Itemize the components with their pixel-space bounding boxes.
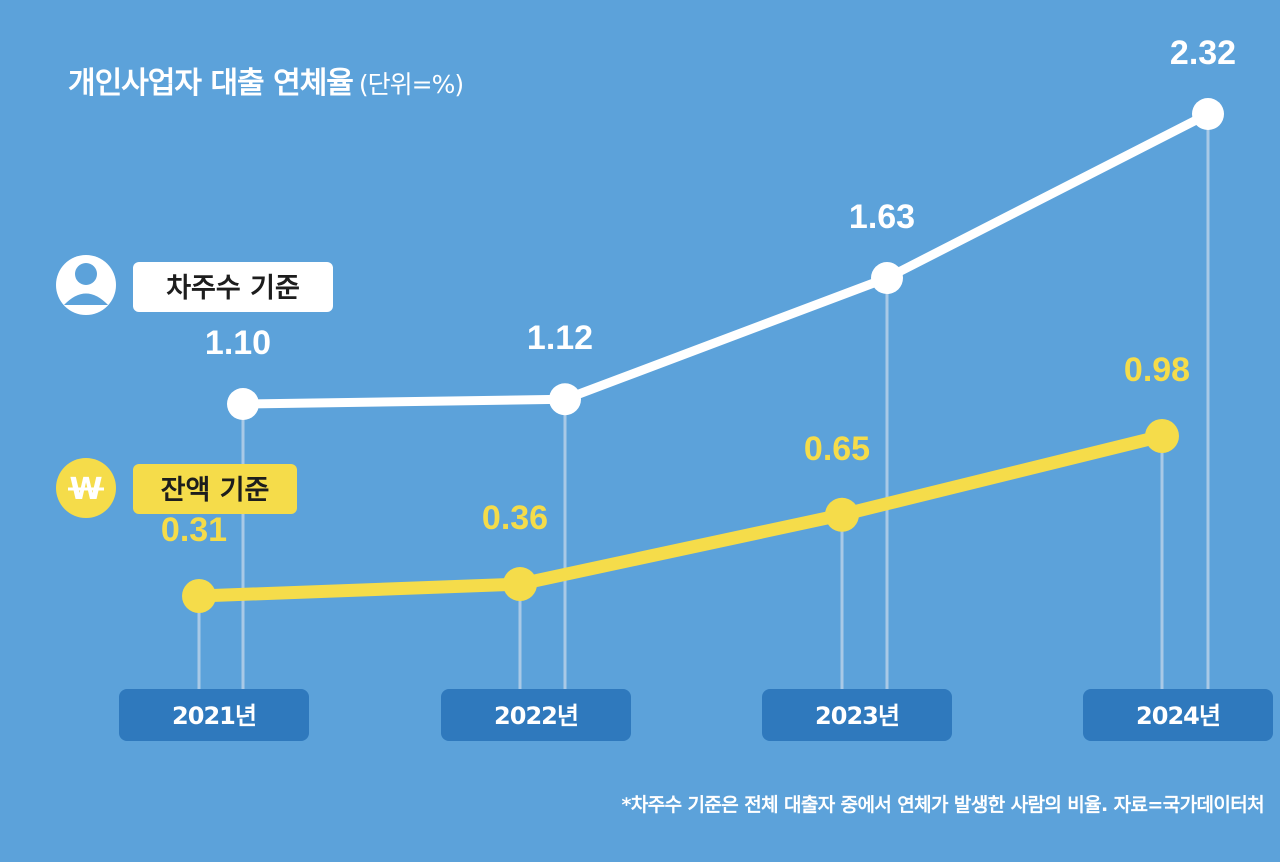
chart-footnote: *차주수 기준은 전체 대출자 중에서 연체가 발생한 사람의 비율. 자료=국…: [621, 794, 1265, 816]
data-point: [227, 388, 259, 420]
legend-label: 잔액 기준: [161, 475, 270, 506]
chart-title: 개인사업자 대출 연체율 (단위=%): [68, 58, 464, 102]
x-tick-label: 2023년: [815, 702, 899, 730]
year-badge: [441, 689, 631, 741]
x-tick-label: 2024년: [1136, 702, 1220, 730]
x-tick-label: 2021년: [172, 702, 256, 730]
data-point: [871, 262, 903, 295]
person-icon-head: [75, 263, 97, 285]
data-point: [182, 579, 216, 613]
series-line: [238, 109, 1213, 409]
series-line: [192, 429, 1169, 603]
data-label: 0.31: [161, 511, 227, 549]
data-point: [1192, 98, 1224, 130]
legend-box: [133, 464, 297, 514]
data-point: [503, 567, 537, 602]
data-label: 0.98: [1124, 351, 1190, 389]
year-badge: [1083, 689, 1273, 741]
legend-item-borrowers: 차주수 기준: [56, 255, 333, 315]
data-label: 1.63: [849, 198, 915, 236]
legend-label: 차주수 기준: [166, 273, 300, 304]
chart-unit: (단위=%): [358, 70, 464, 99]
year-badge: [119, 689, 309, 741]
data-label: 1.12: [527, 319, 593, 357]
data-label: 0.36: [482, 499, 548, 537]
data-point: [549, 383, 581, 416]
year-badge: [762, 689, 952, 741]
x-tick-label: 2022년: [494, 702, 578, 730]
data-point: [825, 497, 859, 532]
data-label: 2.32: [1170, 34, 1236, 72]
legend-item-balance: W 잔액 기준: [56, 458, 297, 518]
data-label: 0.65: [804, 430, 870, 468]
chart-title-text: 개인사업자 대출 연체율: [68, 66, 354, 101]
person-icon-body: [64, 293, 108, 305]
legend-box: [133, 262, 333, 312]
data-label: 1.10: [205, 324, 271, 362]
data-point: [1145, 419, 1179, 453]
